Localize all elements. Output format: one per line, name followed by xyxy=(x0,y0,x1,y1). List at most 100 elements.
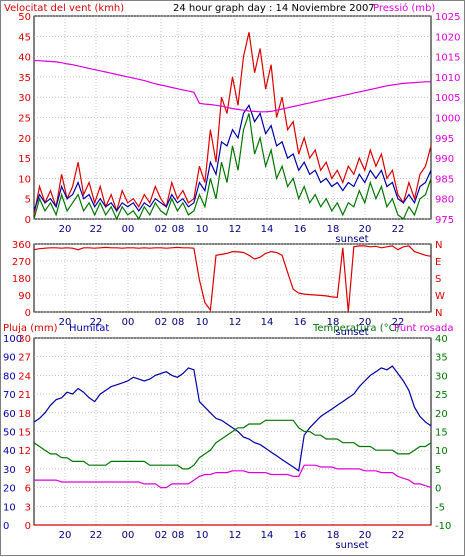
sunset-label: sunset xyxy=(335,234,368,245)
x-tick-label: 08 xyxy=(172,530,185,541)
rain-tick-label: 18 xyxy=(18,409,31,420)
x-tick-label: 16 xyxy=(294,224,307,235)
x-tick-label: 10 xyxy=(196,530,209,541)
y2-tick-label: 1015 xyxy=(435,53,460,64)
sunset-label: sunset xyxy=(335,540,368,551)
x-tick-label: 22 xyxy=(90,530,103,541)
x-tick-label: 02 xyxy=(155,317,168,328)
x-tick-label: 22 xyxy=(392,224,405,235)
humidity-tick-label: 60 xyxy=(3,409,16,420)
y-tick-label: 10 xyxy=(18,174,31,185)
series-line-1 xyxy=(33,365,432,472)
rain-tick-label: 24 xyxy=(18,371,31,382)
humidity-tick-label: 40 xyxy=(3,446,16,457)
sunset-label: sunset xyxy=(335,327,368,338)
y2-tick-label: S xyxy=(435,274,441,285)
rain-tick-label: 0 xyxy=(25,521,31,532)
rain-tick-label: 27 xyxy=(18,353,31,364)
x-tick-label: 20 xyxy=(359,224,372,235)
x-tick-label: 10 xyxy=(196,224,209,235)
x-tick-label: 20 xyxy=(59,530,72,541)
y-tick-label: 35 xyxy=(18,73,31,84)
chart-title: 24 hour graph day : 14 Noviembre 2007 xyxy=(173,3,375,14)
y-tick-label: 90 xyxy=(18,291,31,302)
rain-tick-label: 3 xyxy=(25,502,31,513)
y2-tick-label: E xyxy=(435,257,441,268)
y-tick-label: 15 xyxy=(18,154,31,165)
y-tick-label: 20 xyxy=(18,134,31,145)
x-tick-label: 14 xyxy=(261,317,274,328)
y-tick-label: 40 xyxy=(18,53,31,64)
temperature-tick-label: 35 xyxy=(435,353,448,364)
series-line-1 xyxy=(33,103,432,212)
x-tick-label: 14 xyxy=(261,530,274,541)
rain-axis-title: Pluja (mm) xyxy=(3,323,58,334)
y2-tick-label: 1010 xyxy=(435,73,460,84)
wind-speed-axis-title: Velocitat del vent (kmh) xyxy=(4,3,124,14)
series-line-3 xyxy=(34,60,431,113)
temperature-tick-label: -10 xyxy=(435,521,451,532)
y2-tick-label: W xyxy=(435,291,445,302)
x-tick-label: 20 xyxy=(59,224,72,235)
wind-direction-line xyxy=(33,245,432,313)
y-tick-label: 5 xyxy=(25,195,31,206)
humidity-axis-title: Humitat xyxy=(69,323,109,334)
y-tick-label: 0 xyxy=(25,308,31,319)
y-tick-label: 270 xyxy=(12,257,31,268)
wind-direction-plot: 0 N 90 W 180 S 270 E 360 N 20 22 00 02 08 10 12 14 16 18 20 2… xyxy=(12,240,445,338)
x-tick-label: 00 xyxy=(122,224,135,235)
x-tick-label: 14 xyxy=(261,224,274,235)
y-tick-label: 25 xyxy=(18,114,31,125)
rain-tick-label: 30 xyxy=(18,334,31,345)
humidity-tick-label: 100 xyxy=(3,334,22,345)
y2-tick-label: 1025 xyxy=(435,12,460,23)
temperature-tick-label: 20 xyxy=(435,409,448,420)
series-line-3 xyxy=(34,464,432,489)
temperature-tick-label: 10 xyxy=(435,446,448,457)
humidity-tick-label: 20 xyxy=(3,484,16,495)
y2-tick-label: 990 xyxy=(435,154,454,165)
x-tick-label: 16 xyxy=(294,530,307,541)
x-tick-label: 08 xyxy=(172,317,185,328)
humidity-tick-label: 90 xyxy=(3,353,16,364)
x-tick-label: 02 xyxy=(155,224,168,235)
temperature-tick-label: 25 xyxy=(435,390,448,401)
y-tick-label: 0 xyxy=(25,215,31,226)
series-line-0 xyxy=(33,32,432,216)
y-tick-label: 50 xyxy=(18,12,31,23)
humidity-tick-label: 80 xyxy=(3,371,16,382)
temperature-tick-label: 30 xyxy=(435,371,448,382)
x-tick-label: 18 xyxy=(327,530,340,541)
x-tick-label: 20 xyxy=(359,317,372,328)
series-line-2 xyxy=(33,419,432,470)
x-tick-label: 02 xyxy=(155,530,168,541)
x-tick-label: 10 xyxy=(196,317,209,328)
x-tick-label: 20 xyxy=(59,317,72,328)
temperature-tick-label: 40 xyxy=(435,334,448,345)
rain-tick-label: 6 xyxy=(25,484,31,495)
x-tick-label: 08 xyxy=(172,224,185,235)
y2-tick-label: 975 xyxy=(435,215,454,226)
y-tick-label: 180 xyxy=(12,274,31,285)
x-tick-label: 18 xyxy=(327,317,340,328)
temperature-tick-label: 0 xyxy=(435,484,441,495)
y2-tick-label: 1020 xyxy=(435,32,460,43)
y-tick-label: 45 xyxy=(18,32,31,43)
x-tick-label: 20 xyxy=(359,530,372,541)
humidity-tick-label: 0 xyxy=(3,521,9,532)
x-tick-label: 22 xyxy=(392,317,405,328)
rain-tick-label: 15 xyxy=(18,428,31,439)
rain-tick-label: 21 xyxy=(18,390,31,401)
temperature-tick-label: 15 xyxy=(435,428,448,439)
temperature-tick-label: -5 xyxy=(435,502,445,513)
y-tick-label: 30 xyxy=(18,93,31,104)
rain-tick-label: 12 xyxy=(18,446,31,457)
y2-tick-label: N xyxy=(435,308,442,319)
x-tick-label: 00 xyxy=(122,317,135,328)
temperature-axis-title: Temperatura (°C) xyxy=(312,323,400,334)
y2-tick-label: N xyxy=(435,240,442,251)
